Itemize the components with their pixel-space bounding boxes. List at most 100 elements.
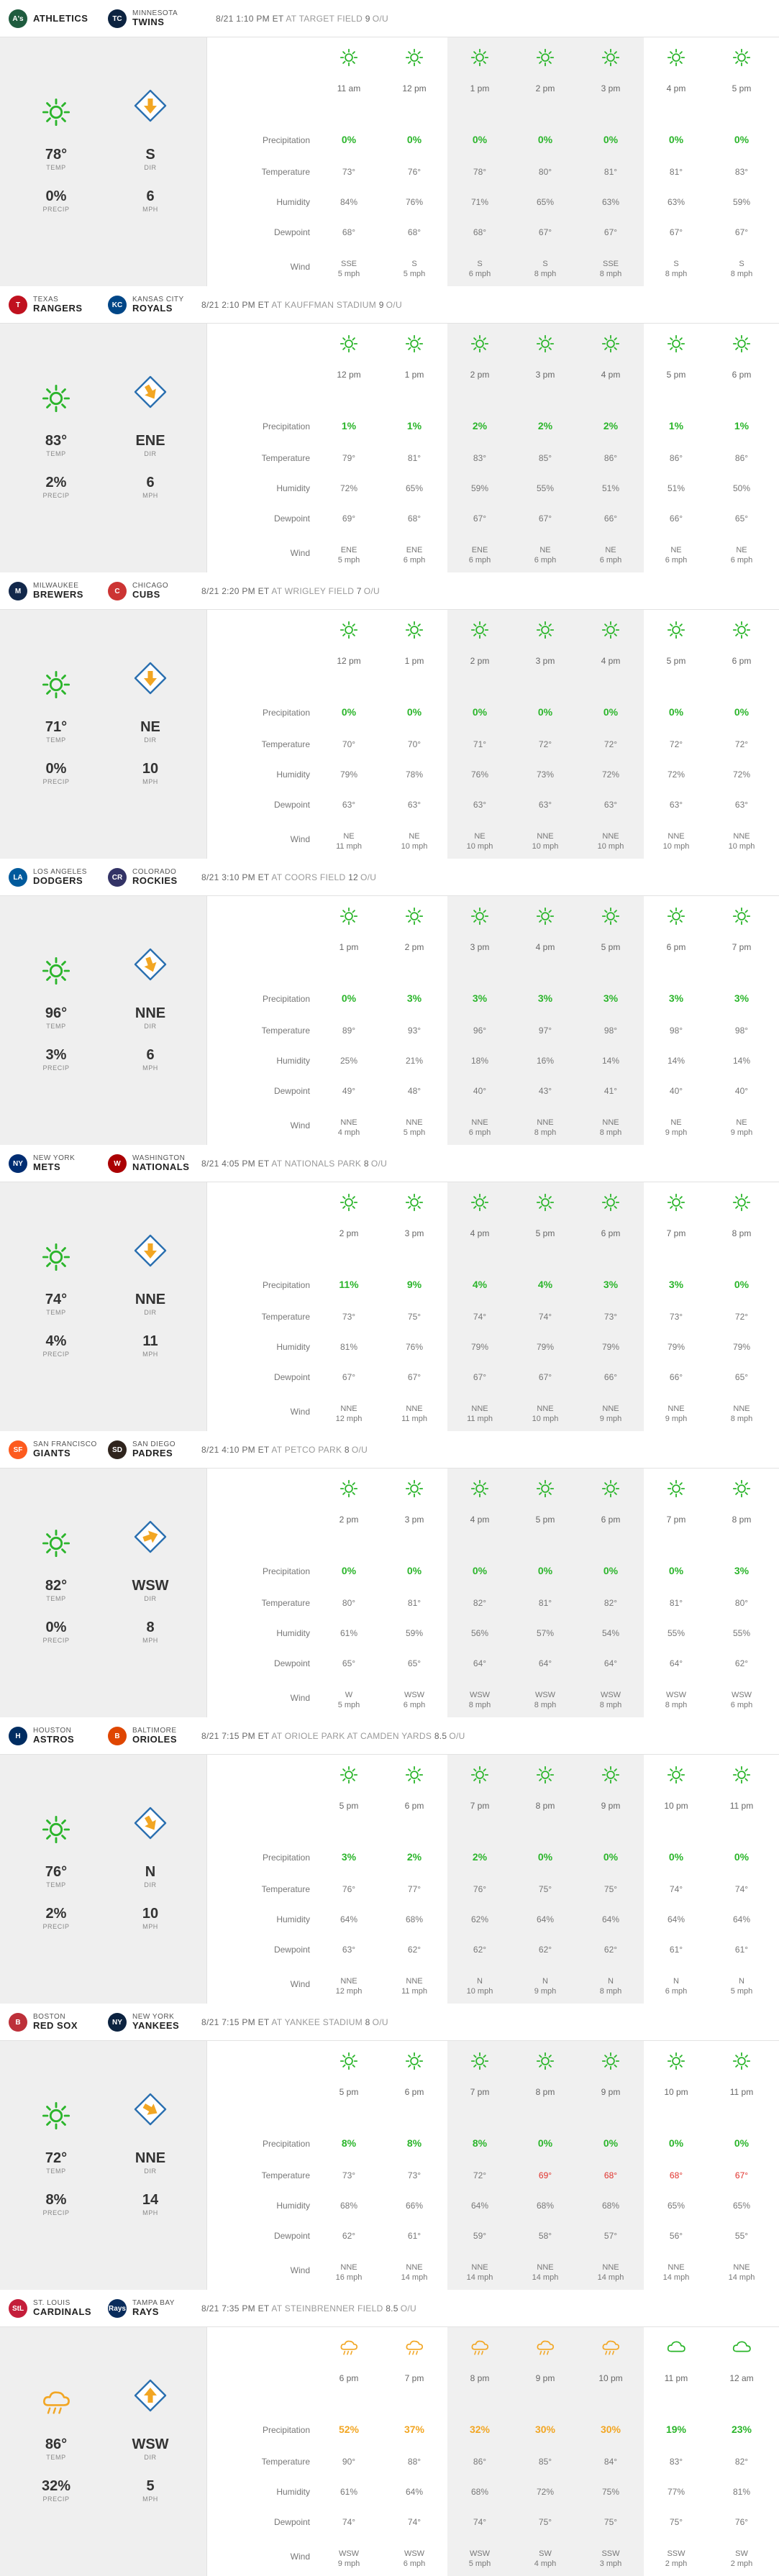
current-precip: 0%	[45, 1620, 67, 1635]
hour-dewpoint: 64°	[669, 1658, 683, 1668]
hour-wind-direction: ENE	[471, 546, 488, 554]
team-home[interactable]: NY NEW YORK YANKEES	[108, 2009, 179, 2035]
team-away[interactable]: H HOUSTON ASTROS	[9, 1723, 74, 1749]
team-home[interactable]: SD SAN DIEGO PADRES	[108, 1437, 176, 1463]
temp-label: TEMP	[46, 1309, 66, 1316]
hour-column: 6 pm 3% 73° 79% 66° NNE 9 mph	[578, 1182, 643, 1431]
wind-speed: 6	[146, 188, 155, 204]
team-city: BOSTON	[33, 2012, 66, 2021]
hour-precip: 0%	[603, 2137, 619, 2149]
row-label: Temperature	[261, 453, 310, 463]
hour-temp: 81°	[669, 1598, 683, 1608]
hour-wind-speed: 6 mph	[665, 1987, 688, 1996]
team-nickname: TWINS	[132, 17, 165, 28]
hour-dewpoint: 64°	[538, 1658, 552, 1668]
hour-precip: 37%	[404, 2424, 425, 2435]
sun-icon	[339, 334, 359, 354]
team-away[interactable]: LA LOS ANGELES DODGERS	[9, 864, 87, 890]
team-name: NEW YORK METS	[33, 1154, 75, 1172]
mph-label: MPH	[142, 2209, 158, 2216]
hour-column: 5 pm 0% 83° 59% 67° S 8 mph	[709, 37, 774, 286]
hour-temp: 69°	[538, 2170, 552, 2180]
hour-column: 12 pm 1% 79° 72% 69° ENE 5 mph	[316, 324, 381, 572]
sun-icon	[535, 1192, 555, 1212]
team-away[interactable]: NY NEW YORK METS	[9, 1151, 75, 1177]
game-info: 8/21 7:35 PM ET AT STEINBRENNER FIELD 8.…	[201, 2303, 416, 2314]
hour-column: 8 pm 32% 86° 68% 74° WSW 5 mph	[447, 2327, 512, 2576]
wind-direction: N	[145, 1864, 156, 1880]
hour-wind-direction: NNE	[733, 1405, 750, 1413]
hour-temp: 86°	[473, 2457, 487, 2467]
hour-dewpoint: 56°	[669, 2231, 683, 2241]
hour-column: 11 pm 19% 83° 77% 75° SSW 2 mph	[644, 2327, 709, 2576]
hour-humidity: 68%	[405, 1914, 424, 1924]
team-away[interactable]: M MILWAUKEE BREWERS	[9, 578, 83, 604]
wind-direction-compass-icon	[134, 948, 167, 984]
team-city: NEW YORK	[132, 2012, 175, 2021]
over-under-label: O/U	[363, 586, 381, 596]
hour-wind-direction: NNE	[602, 1405, 619, 1413]
row-label: Humidity	[276, 1628, 310, 1638]
team-name: BALTIMORE ORIOLES	[132, 1727, 177, 1745]
team-home[interactable]: Rays TAMPA BAY RAYS	[108, 2296, 175, 2321]
team-home[interactable]: CR COLORADO ROCKIES	[108, 864, 178, 890]
hour-temp: 86°	[603, 453, 618, 463]
game-header: SF SAN FRANCISCO GIANTS SD SAN DIEGO PADRES 8/…	[0, 1431, 779, 1469]
hour-wind-speed: 6 mph	[730, 1701, 753, 1709]
hour-column: 2 pm 3% 93° 21% 48° NNE 5 mph	[382, 896, 447, 1145]
hour-wind-direction: SSE	[340, 260, 357, 268]
hourly-forecast: Precipitation Temperature Humidity Dewpoint…	[207, 1182, 779, 1431]
hour-wind-direction: NE	[474, 832, 486, 841]
sun-icon	[666, 1479, 686, 1499]
hour-temp: 82°	[734, 2457, 749, 2467]
hour-wind-speed: 9 mph	[337, 2559, 360, 2568]
hour-humidity: 63%	[667, 197, 685, 207]
current-temp: 76°	[45, 1864, 68, 1880]
hour-temp: 82°	[603, 1598, 618, 1608]
sun-icon	[404, 1192, 424, 1212]
hour-dewpoint: 61°	[734, 1945, 749, 1955]
team-away[interactable]: A's ATHLETICS	[9, 6, 88, 32]
hour-precip: 3%	[472, 992, 488, 1004]
team-away[interactable]: StL ST. LOUIS CARDINALS	[9, 2296, 91, 2321]
hourly-forecast: Precipitation Temperature Humidity Dewpoint…	[207, 37, 779, 286]
team-home[interactable]: KC KANSAS CITY ROYALS	[108, 292, 184, 318]
game-info: 8/21 7:15 PM ET AT ORIOLE PARK AT CAMDEN…	[201, 1731, 465, 1741]
hour-time: 6 pm	[404, 2087, 424, 2097]
team-home[interactable]: W WASHINGTON NATIONALS	[108, 1151, 189, 1177]
hour-humidity: 14%	[667, 1056, 685, 1066]
hour-humidity: 61%	[340, 2487, 358, 2497]
team-home[interactable]: B BALTIMORE ORIOLES	[108, 1723, 177, 1749]
row-label: Temperature	[261, 1884, 310, 1894]
hour-precip: 1%	[668, 420, 684, 431]
hour-column: 6 pm 52% 90° 61% 74° WSW 9 mph	[316, 2327, 381, 2576]
hour-wind-speed: 5 mph	[337, 270, 360, 278]
hour-column: 6 pm 0% 72° 72% 63° NNE 10 mph	[709, 610, 774, 859]
team-away[interactable]: SF SAN FRANCISCO GIANTS	[9, 1437, 97, 1463]
sun-icon	[339, 1192, 359, 1212]
team-home[interactable]: TC MINNESOTA TWINS	[108, 6, 178, 32]
hour-time: 10 pm	[664, 1801, 688, 1811]
temp-label: TEMP	[46, 164, 66, 171]
hour-wind-speed: 3 mph	[599, 2559, 622, 2568]
row-label: Precipitation	[262, 421, 310, 431]
hour-humidity: 63%	[601, 197, 620, 207]
hour-humidity: 56%	[470, 1628, 489, 1638]
game-venue: AT YANKEE STADIUM	[271, 2017, 363, 2027]
mph-label: MPH	[142, 1064, 158, 1072]
team-home[interactable]: C CHICAGO CUBS	[108, 578, 168, 604]
hour-column: 3 pm 0% 72° 73% 63° NNE 10 mph	[513, 610, 578, 859]
hour-wind-speed: 9 mph	[665, 1415, 688, 1423]
game-datetime: 8/21 2:20 PM ET	[201, 586, 270, 596]
hour-temp: 77°	[407, 1884, 422, 1894]
hour-column: 5 pm 0% 81° 57% 64° WSW 8 mph	[513, 1469, 578, 1717]
team-nickname: RANGERS	[33, 303, 83, 314]
team-city: TEXAS	[33, 295, 59, 303]
hour-precip: 0%	[341, 992, 357, 1004]
team-away[interactable]: T TEXAS RANGERS	[9, 292, 83, 318]
dir-label: DIR	[144, 1309, 157, 1316]
hour-dewpoint: 58°	[538, 2231, 552, 2241]
team-away[interactable]: B BOSTON RED SOX	[9, 2009, 78, 2035]
hour-wind-speed: 8 mph	[730, 1415, 753, 1423]
hour-column: 10 pm 0% 68° 65% 56° NNE 14 mph	[644, 2041, 709, 2290]
